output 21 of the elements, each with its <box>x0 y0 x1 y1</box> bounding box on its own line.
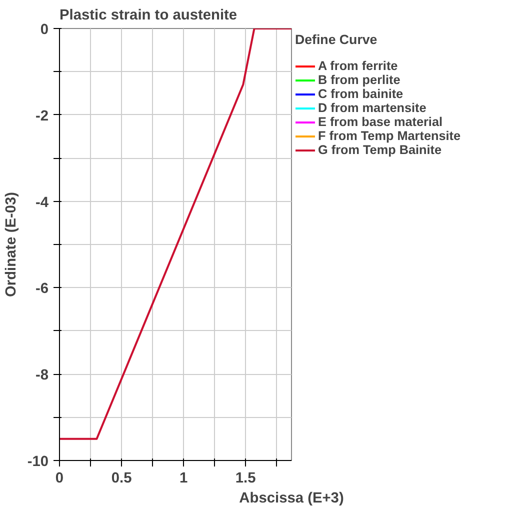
y-tick-label: 0 <box>40 22 49 38</box>
legend-label: G from Temp Bainite <box>318 143 442 157</box>
y-tick-label: -10 <box>27 454 49 470</box>
legend-label: C from bainite <box>318 87 404 101</box>
legend-label: E from base material <box>318 115 443 129</box>
y-tick-label: -6 <box>35 281 49 298</box>
chart-title: Plastic strain to austenite <box>60 8 238 24</box>
x-tick-label: 1.5 <box>235 470 256 486</box>
x-tick-label: 1 <box>179 470 188 486</box>
y-axis-title: Ordinate (E-03) <box>3 192 20 298</box>
legend-label: F from Temp Martensite <box>318 129 461 143</box>
legend-label: B from perlite <box>318 73 400 87</box>
y-tick-label: -2 <box>35 108 49 124</box>
legend-label: D from martensite <box>318 101 426 115</box>
legend-label: A from ferrite <box>318 59 398 73</box>
legend-title: Define Curve <box>295 32 378 47</box>
x-tick-label: 0 <box>55 470 64 486</box>
x-tick-label: 0.5 <box>111 470 132 486</box>
x-axis-title: Abscissa (E+3) <box>239 490 344 506</box>
y-tick-label: -8 <box>35 368 49 384</box>
y-tick-label: -4 <box>35 194 50 211</box>
